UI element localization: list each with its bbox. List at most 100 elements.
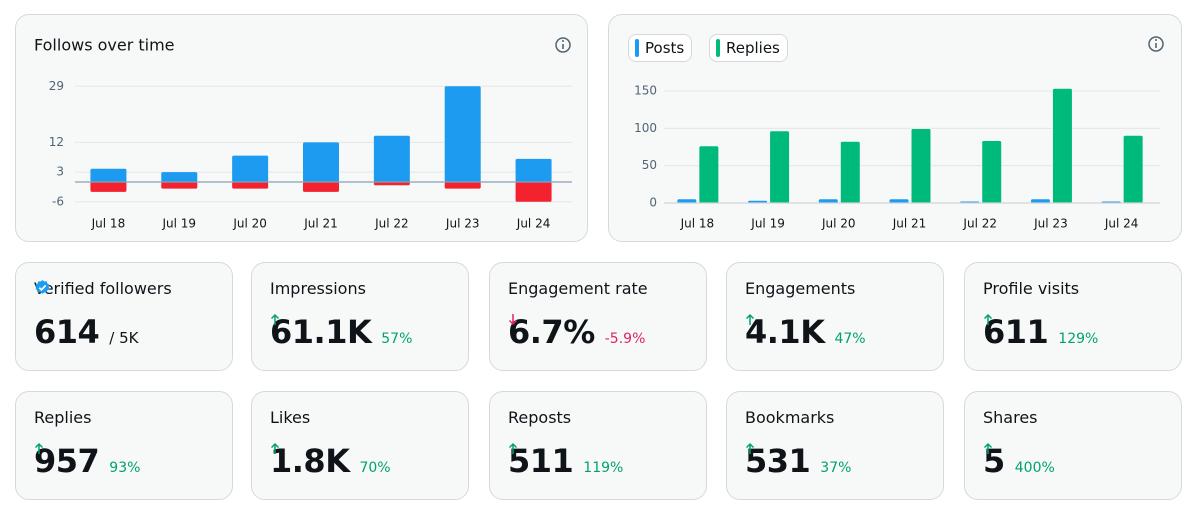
card-change: 400% bbox=[983, 442, 1055, 476]
card-value: 4.1K bbox=[745, 313, 825, 351]
card-title: Profile visits bbox=[983, 279, 1079, 298]
y-tick-label: 3 bbox=[56, 165, 64, 179]
y-tick-label: 150 bbox=[634, 83, 657, 97]
badge-check bbox=[38, 284, 47, 292]
verified-badge bbox=[35, 280, 50, 294]
bar bbox=[1123, 135, 1143, 203]
card-value: 61.1K bbox=[270, 313, 372, 351]
card-value: 531 bbox=[745, 442, 811, 480]
card-row: 61.1K 57% bbox=[270, 313, 412, 351]
card-value: 611 bbox=[983, 313, 1049, 351]
card-change: -5.9% bbox=[508, 314, 645, 347]
trend-arrow bbox=[270, 442, 280, 454]
card-title-text: Engagements bbox=[745, 279, 856, 298]
stat-card: Bookmarks 531 37% bbox=[726, 391, 944, 500]
card-row: 614 / 5K bbox=[34, 313, 139, 351]
chart-title: Follows over time bbox=[34, 36, 175, 55]
x-tick-label: Jul 18 bbox=[91, 217, 126, 231]
y-tick-label: -6 bbox=[52, 194, 64, 208]
y-tick-label: 50 bbox=[642, 158, 657, 172]
card-row: 5 400% bbox=[983, 442, 1055, 480]
card-title: Impressions bbox=[270, 279, 366, 298]
legend-label: Replies bbox=[726, 39, 780, 57]
x-tick-label: Jul 22 bbox=[374, 217, 409, 231]
card-change-text: 37% bbox=[820, 460, 852, 476]
posts-chart: 0 50 100 150 Jul 18 Jul 19 Jul 20 Jul 21 Jul 22 J… bbox=[634, 36, 1164, 231]
card-value: 6.7% bbox=[508, 313, 595, 351]
bar bbox=[911, 129, 931, 203]
bar bbox=[161, 182, 198, 189]
y-tick-label: 0 bbox=[649, 196, 657, 210]
arrow-shape bbox=[508, 314, 518, 326]
card-change: 47% bbox=[745, 313, 866, 347]
card-change-text: 93% bbox=[109, 460, 141, 476]
card-title: Engagement rate bbox=[508, 279, 648, 298]
x-tick-label: Jul 20 bbox=[232, 217, 267, 231]
card-change-text: 47% bbox=[834, 331, 866, 347]
card-change-text: 70% bbox=[359, 460, 391, 476]
card-change-text: 400% bbox=[1014, 460, 1055, 476]
legend-item: Posts bbox=[628, 34, 693, 62]
card-title-text: Profile visits bbox=[983, 279, 1080, 298]
x-tick-label: Jul 20 bbox=[821, 217, 856, 231]
arrow-shape bbox=[745, 313, 755, 325]
x-tick-label: Jul 18 bbox=[680, 217, 715, 231]
bar bbox=[444, 182, 481, 189]
card-value: 957 bbox=[34, 442, 100, 480]
card-change-text: 129% bbox=[1058, 331, 1099, 347]
card-title-text: Reposts bbox=[508, 408, 572, 427]
bar bbox=[1052, 88, 1072, 203]
bar bbox=[373, 182, 410, 186]
card-title-text: Likes bbox=[270, 408, 311, 427]
card-title-text: Verified followers bbox=[34, 279, 172, 298]
card-title: Shares bbox=[983, 408, 1038, 427]
bar bbox=[90, 168, 127, 182]
trend-arrow bbox=[983, 442, 993, 454]
bar bbox=[90, 182, 127, 192]
trend-arrow bbox=[270, 313, 280, 325]
bar bbox=[889, 199, 909, 203]
card-row: 6.7% -5.9% bbox=[508, 313, 645, 351]
info-icon[interactable] bbox=[555, 37, 571, 53]
x-tick-label: Jul 23 bbox=[1033, 217, 1068, 231]
x-tick-label: Jul 19 bbox=[162, 217, 197, 231]
trend-arrow bbox=[745, 313, 755, 325]
bar bbox=[303, 142, 339, 182]
stat-card: Likes 1.8K 70% bbox=[251, 391, 469, 500]
legend-swatch bbox=[716, 39, 720, 57]
y-tick-label: 100 bbox=[634, 121, 657, 135]
bar bbox=[982, 141, 1002, 203]
stat-card: Engagements 4.1K 47% bbox=[726, 262, 944, 371]
y-tick-label: 12 bbox=[49, 135, 64, 149]
card-title: Likes bbox=[270, 408, 310, 427]
x-tick-label: Jul 22 bbox=[962, 217, 997, 231]
card-change: 57% bbox=[270, 313, 413, 347]
x-tick-label: Jul 21 bbox=[892, 217, 927, 231]
bar bbox=[161, 172, 198, 182]
card-row: 4.1K 47% bbox=[745, 313, 866, 351]
card-suffix: / 5K bbox=[109, 329, 139, 347]
bar bbox=[232, 182, 269, 189]
stat-card: Replies 957 93% bbox=[15, 391, 233, 500]
card-title: Engagements bbox=[745, 279, 855, 298]
info-icon[interactable] bbox=[1148, 36, 1164, 52]
bar bbox=[677, 199, 697, 203]
legend-label: Posts bbox=[645, 39, 685, 57]
bar bbox=[1030, 199, 1050, 203]
stat-card: Impressions 61.1K 57% bbox=[251, 262, 469, 371]
card-change: 93% bbox=[34, 442, 141, 476]
card-change: 70% bbox=[270, 442, 391, 476]
badge-shape bbox=[35, 280, 50, 294]
legend-item: Replies bbox=[709, 34, 788, 62]
card-change: 119% bbox=[508, 442, 623, 476]
posts-panel: 0 50 100 150 Jul 18 Jul 19 Jul 20 Jul 21 Jul 22 J… bbox=[608, 14, 1182, 242]
x-tick-label: Jul 21 bbox=[303, 217, 338, 231]
card-row: 1.8K 70% bbox=[270, 442, 391, 480]
card-title-text: Shares bbox=[983, 408, 1038, 427]
bar bbox=[303, 182, 339, 192]
bar bbox=[770, 131, 790, 203]
bar bbox=[818, 199, 838, 203]
card-row: 957 93% bbox=[34, 442, 140, 480]
card-change-text: 57% bbox=[381, 331, 413, 347]
card-title-text: Replies bbox=[34, 408, 92, 427]
